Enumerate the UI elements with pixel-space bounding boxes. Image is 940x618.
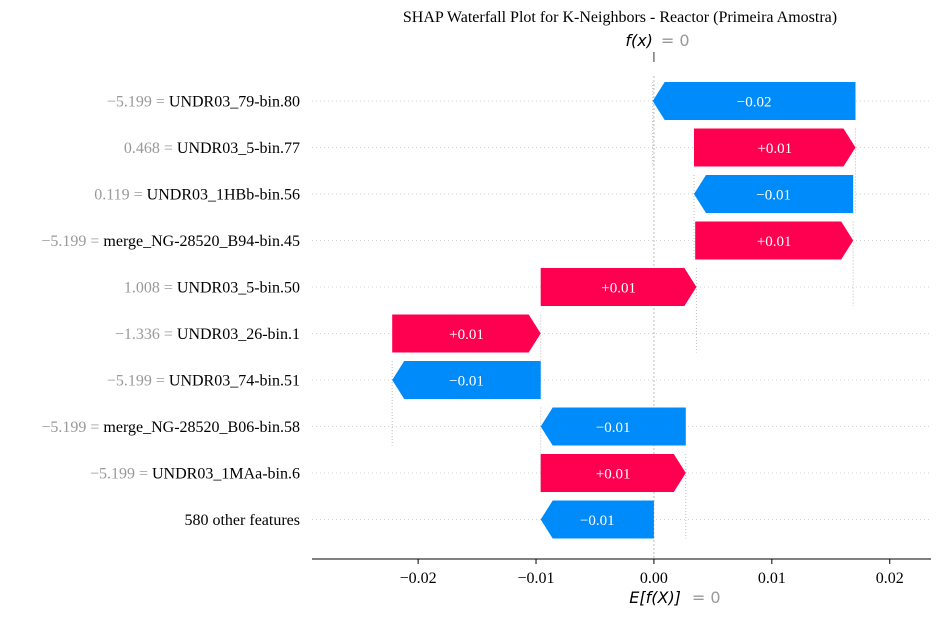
- bar-positive: [695, 221, 854, 260]
- bar-value-label: −0.01: [756, 188, 791, 204]
- bar-value-label: +0.01: [757, 234, 792, 250]
- x-tick-label: 0.00: [640, 570, 668, 587]
- bar-value-label: +0.01: [601, 281, 636, 297]
- fx-label: f(x): [625, 31, 653, 50]
- feature-label: −5.199 = merge_NG-28520_B06-bin.58: [41, 419, 300, 436]
- bar-negative: [694, 175, 854, 213]
- bar-value-label: −0.01: [596, 420, 631, 436]
- bar-value-label: −0.01: [580, 513, 615, 529]
- feature-name: UNDR03_1HBb-bin.56: [147, 187, 300, 204]
- feature-name: merge_NG-28520_B06-bin.58: [103, 419, 300, 436]
- feature-label: 580 other features: [184, 512, 300, 529]
- feature-value: −5.199 =: [90, 466, 152, 483]
- feature-value: −1.336 =: [115, 326, 177, 343]
- bar-positive: [694, 128, 856, 167]
- feature-value: −5.199 =: [107, 94, 169, 111]
- feature-label: −1.336 = UNDR03_26-bin.1: [115, 326, 300, 343]
- feature-value: −5.199 =: [41, 233, 103, 250]
- x-tick-label: −0.01: [518, 570, 555, 587]
- feature-label: −5.199 = UNDR03_79-bin.80: [107, 94, 300, 111]
- feature-name: UNDR03_79-bin.80: [169, 94, 300, 111]
- feature-name: UNDR03_74-bin.51: [169, 373, 300, 390]
- feature-label: 0.119 = UNDR03_1HBb-bin.56: [94, 187, 300, 204]
- bar-negative: [540, 500, 654, 539]
- bar-negative: [392, 361, 541, 399]
- bar-positive: [540, 268, 697, 306]
- feature-name: merge_NG-28520_B94-bin.45: [103, 233, 300, 250]
- feature-label: 0.468 = UNDR03_5-bin.77: [124, 140, 300, 157]
- feature-label: −5.199 = UNDR03_1MAa-bin.6: [90, 466, 300, 483]
- bar-value-label: +0.01: [449, 327, 484, 343]
- feature-name: 580 other features: [184, 512, 300, 529]
- bar-value-label: −0.01: [449, 374, 484, 390]
- feature-name: UNDR03_1MAa-bin.6: [152, 466, 300, 483]
- feature-label: −5.199 = UNDR03_74-bin.51: [107, 373, 300, 390]
- x-tick-label: −0.02: [400, 570, 437, 587]
- feature-label: −5.199 = merge_NG-28520_B94-bin.45: [41, 233, 300, 250]
- chart-title: SHAP Waterfall Plot for K-Neighbors - Re…: [403, 9, 837, 26]
- bar-value-label: +0.01: [757, 141, 792, 157]
- bar-value-label: +0.01: [596, 467, 631, 483]
- feature-label: 1.008 = UNDR03_5-bin.50: [124, 280, 300, 297]
- bar-positive: [540, 454, 686, 492]
- feature-labels-layer: −5.199 = UNDR03_79-bin.80 0.468 = UNDR03_…: [41, 94, 300, 530]
- x-tick-label: 0.01: [758, 570, 786, 587]
- bar-negative: [540, 407, 686, 446]
- bars-layer: −0.02 +0.01 −0.01 +0.01 +0.01 +0.01 −0.01 −0.01…: [392, 82, 856, 539]
- feature-value: 1.008 =: [124, 280, 177, 297]
- x-tick-label: 0.02: [876, 570, 904, 587]
- efx-label: E[f(X)]: [629, 588, 681, 607]
- feature-name: UNDR03_5-bin.77: [177, 140, 300, 157]
- feature-name: UNDR03_26-bin.1: [177, 326, 300, 343]
- feature-value: 0.119 =: [94, 187, 146, 204]
- x-axis: −0.02 −0.01 0.00 0.01 0.02: [312, 558, 931, 587]
- fx-value: = 0: [661, 31, 690, 50]
- reference-lines: [391, 52, 857, 559]
- bar-positive: [392, 314, 541, 353]
- fx-annotation: f(x) = 0: [625, 31, 689, 50]
- efx-annotation: E[f(X)] = 0: [629, 588, 720, 607]
- efx-value: = 0: [692, 588, 721, 607]
- feature-value: 0.468 =: [124, 140, 177, 157]
- bar-value-label: −0.02: [737, 95, 772, 111]
- bar-negative: [652, 82, 856, 120]
- feature-name: UNDR03_5-bin.50: [177, 280, 300, 297]
- feature-value: −5.199 =: [41, 419, 103, 436]
- feature-value: −5.199 =: [107, 373, 169, 390]
